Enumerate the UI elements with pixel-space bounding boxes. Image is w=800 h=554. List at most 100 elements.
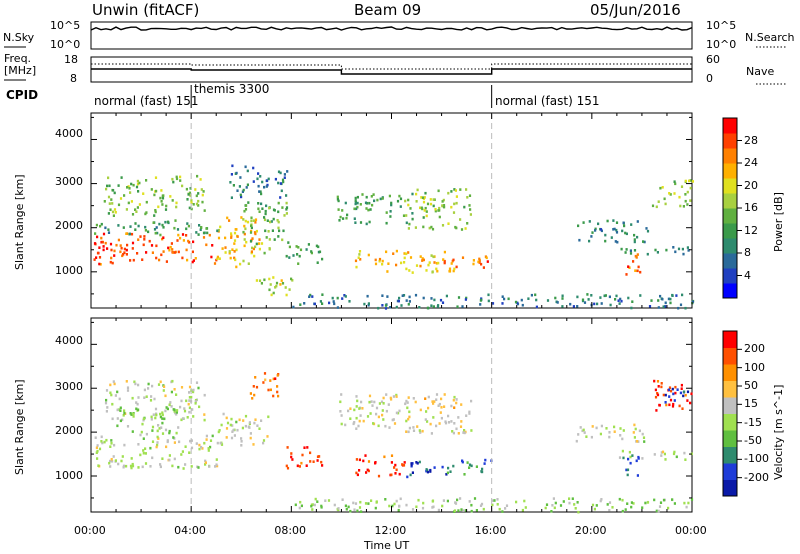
echo-cell bbox=[121, 418, 124, 422]
echo-cell bbox=[255, 279, 258, 282]
echo-cell bbox=[132, 415, 135, 418]
echo-cell bbox=[185, 248, 188, 252]
echo-cell bbox=[575, 439, 578, 443]
echo-cell bbox=[577, 510, 580, 514]
echo-cell bbox=[637, 265, 640, 269]
echo-cell bbox=[468, 194, 472, 197]
echo-cell bbox=[405, 399, 408, 403]
echo-cell bbox=[179, 405, 182, 409]
echo-cell bbox=[188, 406, 191, 410]
echo-cell bbox=[683, 501, 686, 505]
power-colorbar-color-step bbox=[723, 253, 737, 269]
echo-cell bbox=[101, 441, 104, 445]
echo-cell bbox=[421, 429, 424, 433]
echo-cell bbox=[369, 412, 372, 415]
echo-cell bbox=[408, 269, 411, 272]
echo-cell bbox=[496, 498, 499, 501]
echo-cell bbox=[365, 207, 368, 210]
echo-cell bbox=[171, 464, 174, 468]
echo-cell bbox=[233, 256, 236, 260]
echo-cell bbox=[370, 195, 373, 198]
echo-cell bbox=[208, 233, 211, 237]
echo-cell bbox=[267, 388, 270, 392]
echo-cell bbox=[272, 276, 275, 279]
echo-cell bbox=[203, 441, 206, 445]
echo-cell bbox=[614, 298, 617, 301]
echo-cell bbox=[160, 200, 163, 203]
echo-cell bbox=[437, 304, 440, 307]
echo-cell bbox=[218, 429, 221, 432]
echo-cell bbox=[374, 262, 378, 266]
echo-cell bbox=[545, 503, 549, 506]
echo-cell bbox=[100, 240, 103, 244]
echo-cell bbox=[681, 247, 684, 251]
echo-cell bbox=[627, 296, 630, 300]
echo-cell bbox=[455, 265, 458, 269]
echo-cell bbox=[514, 300, 518, 304]
echo-cell bbox=[138, 203, 141, 206]
echo-cell bbox=[155, 226, 158, 229]
echo-cell bbox=[690, 392, 693, 396]
echo-cell bbox=[385, 409, 388, 413]
echo-cell bbox=[397, 508, 400, 512]
echo-cell bbox=[450, 262, 453, 265]
echo-cell bbox=[501, 510, 504, 513]
echo-cell bbox=[349, 407, 352, 410]
echo-cell bbox=[116, 417, 119, 420]
echo-cell bbox=[369, 208, 372, 211]
x-tick-label: 00:00 bbox=[675, 524, 707, 537]
velocity-colorbar-color-step bbox=[723, 380, 737, 398]
echo-cell bbox=[153, 397, 156, 401]
echo-cell bbox=[274, 286, 277, 289]
echo-cell bbox=[444, 420, 447, 423]
velocity-ytick-4000: 4000 bbox=[55, 334, 83, 347]
echo-cell bbox=[174, 219, 177, 222]
echo-cell bbox=[268, 247, 271, 250]
echo-cell bbox=[582, 428, 585, 432]
echo-cell bbox=[534, 293, 537, 297]
echo-cell bbox=[391, 418, 394, 422]
echo-cell bbox=[418, 460, 421, 464]
echo-cell bbox=[310, 251, 313, 255]
echo-cell bbox=[507, 297, 510, 301]
echo-cell bbox=[403, 461, 406, 464]
echo-cell bbox=[402, 294, 406, 297]
echo-cell bbox=[195, 381, 199, 384]
echo-cell bbox=[430, 297, 433, 300]
echo-cell bbox=[206, 231, 209, 235]
echo-cell bbox=[358, 419, 361, 423]
echo-cell bbox=[447, 414, 450, 418]
echo-cell bbox=[466, 222, 469, 225]
echo-cell bbox=[192, 240, 195, 244]
echo-cell bbox=[619, 427, 622, 430]
echo-cell bbox=[254, 221, 257, 224]
echo-cell bbox=[101, 240, 104, 244]
echo-cell bbox=[452, 258, 455, 262]
echo-cell bbox=[432, 416, 435, 419]
echo-cell bbox=[587, 298, 590, 301]
echo-cell bbox=[214, 465, 217, 468]
echo-cell bbox=[554, 296, 557, 300]
echo-cell bbox=[464, 509, 467, 512]
echo-cell bbox=[285, 293, 288, 297]
echo-cell bbox=[664, 305, 667, 308]
echo-cell bbox=[398, 504, 401, 508]
echo-cell bbox=[569, 302, 572, 306]
echo-cell bbox=[461, 459, 464, 463]
echo-cell bbox=[309, 460, 312, 463]
echo-cell bbox=[468, 500, 471, 503]
echo-cell bbox=[405, 419, 408, 423]
echo-cell bbox=[373, 400, 376, 404]
echo-cell bbox=[143, 238, 146, 241]
echo-cell bbox=[655, 409, 658, 412]
echo-cell bbox=[674, 391, 677, 395]
echo-cell bbox=[594, 229, 597, 232]
echo-cell bbox=[188, 410, 191, 414]
echo-cell bbox=[136, 402, 139, 406]
echo-cell bbox=[131, 430, 134, 433]
echo-cell bbox=[374, 258, 377, 262]
echo-cell bbox=[415, 200, 418, 203]
echo-cell bbox=[220, 443, 224, 446]
echo-cell bbox=[366, 468, 369, 472]
echo-cell bbox=[390, 461, 393, 464]
